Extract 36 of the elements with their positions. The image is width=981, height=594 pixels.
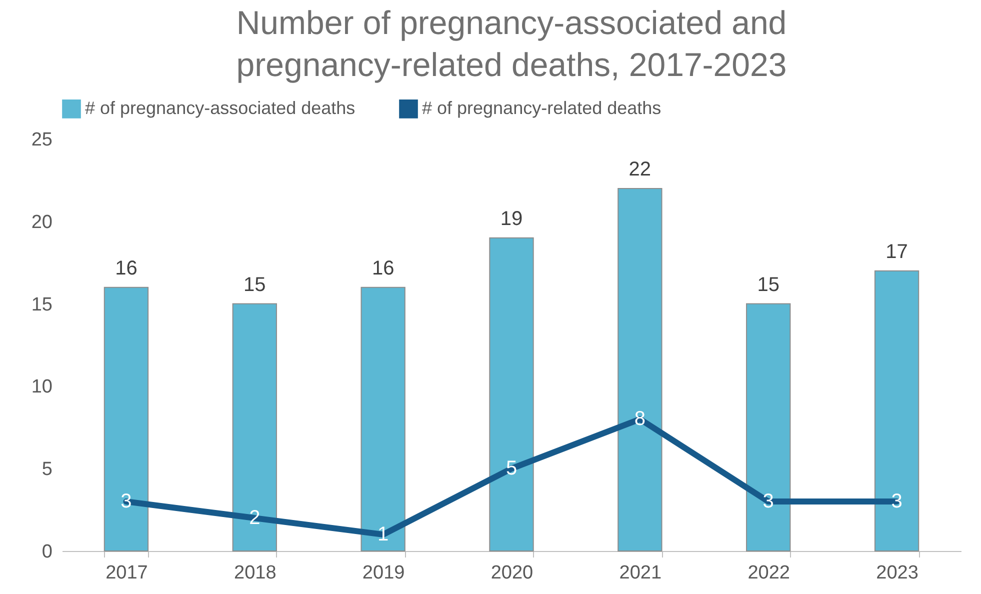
x-tick-label: 2022 — [748, 562, 790, 584]
y-tick-label: 0 — [42, 542, 52, 562]
x-tick-label: 2019 — [362, 562, 405, 584]
bar — [618, 188, 662, 552]
data-label: 5 — [506, 458, 518, 480]
bar — [232, 303, 277, 552]
x-tick-label: 2023 — [876, 562, 918, 584]
y-tick-label: 10 — [31, 376, 52, 398]
bar — [360, 286, 406, 552]
data-label: 17 — [886, 240, 908, 263]
x-tick-label: 2021 — [619, 562, 662, 584]
y-tick-label: 5 — [42, 459, 52, 480]
y-tick-label: 25 — [31, 130, 52, 150]
bar — [746, 303, 791, 552]
data-label: 2 — [249, 507, 260, 530]
bar — [874, 270, 920, 552]
x-tick-label: 2017 — [106, 562, 148, 584]
data-label: 3 — [120, 490, 132, 513]
y-tick-label: 20 — [31, 212, 52, 233]
data-label: 15 — [244, 274, 266, 296]
legend-label: # of pregnancy-associated deaths — [85, 98, 356, 118]
data-label: 22 — [628, 158, 652, 180]
y-tick-label: 15 — [31, 294, 52, 316]
chart-title: Number of pregnancy-associated and pregnancy-related deaths, 2017-2023 — [236, 4, 787, 83]
data-label: 3 — [762, 490, 774, 513]
x-tick-label: 2020 — [490, 562, 534, 584]
bar — [104, 286, 149, 552]
data-label: 16 — [115, 257, 138, 280]
data-label: 16 — [372, 257, 394, 280]
legend-label: # of pregnancy-related deaths — [422, 98, 662, 118]
data-label: 15 — [757, 274, 780, 296]
x-tick-label: 2018 — [234, 562, 276, 584]
data-label: 8 — [634, 408, 646, 430]
data-label: 19 — [500, 208, 523, 230]
data-label: 1 — [378, 524, 389, 546]
bar — [489, 237, 534, 552]
